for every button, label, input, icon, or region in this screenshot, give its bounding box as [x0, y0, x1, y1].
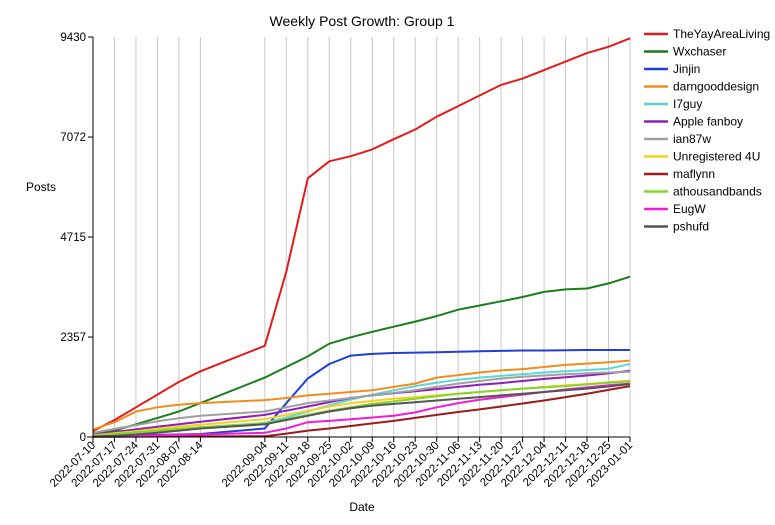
legend: TheYayAreaLiving Wxchaser Jinjin darngoodde…	[644, 27, 770, 234]
series-line-1	[92, 275, 631, 435]
legend-label-7: Unregistered 4U	[673, 150, 760, 164]
legend-label-6: ian87w	[673, 132, 711, 146]
x-ticks: 2022-07-102022-07-172022-07-242022-07-31…	[48, 437, 635, 490]
legend-label-11: pshufd	[673, 220, 709, 234]
chart-title: Weekly Post Growth: Group 1	[270, 13, 455, 29]
series-line-3	[92, 359, 631, 431]
legend-label-5: Apple fanboy	[673, 115, 743, 129]
grid-lines	[92, 37, 631, 437]
legend-label-3: darngooddesign	[673, 80, 759, 94]
y-tick-label-3: 7072	[60, 132, 86, 144]
legend-label-8: maflynn	[673, 167, 715, 181]
legend-label-2: Jinjin	[673, 62, 700, 76]
series-line-6	[92, 370, 631, 434]
axes	[87, 37, 630, 443]
x-axis-label: Date	[349, 500, 375, 514]
series-line-2	[92, 349, 630, 438]
legend-label-4: I7guy	[673, 97, 702, 111]
series-line-7	[92, 379, 631, 437]
legend-label-9: athousandbands	[673, 185, 762, 199]
series-lines	[92, 37, 631, 438]
legend-label-1: Wxchaser	[673, 45, 726, 59]
legend-label-10: EugW	[673, 202, 706, 216]
y-tick-label-4: 9430	[60, 32, 86, 44]
legend-label-0: TheYayAreaLiving	[673, 27, 770, 41]
series-line-9	[92, 380, 631, 437]
y-axis-label: Posts	[26, 180, 56, 194]
y-ticks: 0 2357 4715 7072 9430	[60, 32, 93, 444]
y-tick-label-1: 2357	[60, 332, 86, 344]
y-tick-label-2: 4715	[60, 232, 86, 244]
series-line-8	[92, 385, 631, 438]
y-tick-label-0: 0	[80, 432, 86, 444]
series-line-0	[92, 37, 631, 432]
series-line-11	[92, 383, 631, 438]
